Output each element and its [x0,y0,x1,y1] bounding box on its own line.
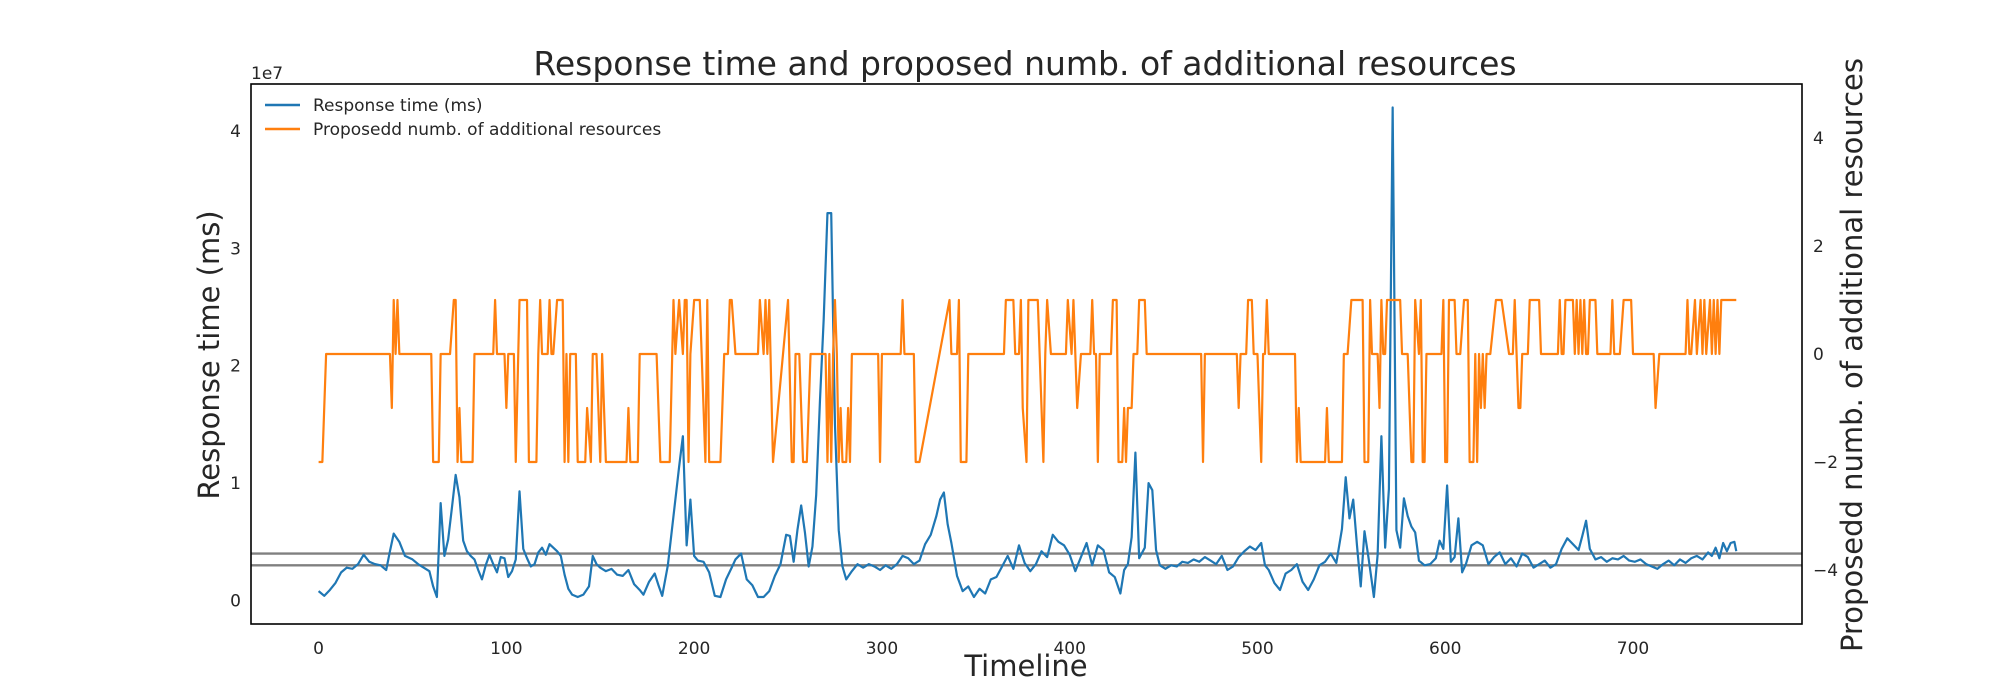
x-tick-label: 0 [313,639,324,659]
chart-title: Response time and proposed numb. of addi… [533,44,1516,83]
series-line-0 [317,106,1738,599]
axes-frame [250,83,1803,625]
x-tick-label: 500 [1241,639,1273,659]
y-axis-label-right: Proposedd numb. of additional resources [1835,58,1869,652]
y-left-tick-label: 4 [230,122,241,142]
legend: Response time (ms) Proposedd numb. of ad… [265,96,661,140]
y-right-tick-label: −4 [1813,561,1838,581]
x-axis-label: Timeline [963,649,1087,683]
x-tick-label: 300 [866,639,898,659]
y-left-tick-label: 2 [230,357,241,377]
y-axis-label-left: Response time (ms) [192,210,226,499]
y-right-tick-label: −2 [1813,453,1838,473]
plot-area [251,106,1802,599]
left-axis-offset-label: 1e7 [251,64,283,84]
x-tick-label: 700 [1617,639,1649,659]
y-left-tick-label: 3 [230,239,241,259]
x-tick-label: 400 [1053,639,1085,659]
tick-labels: 0 100 200 300 400 500 600 700 0 1 2 3 4 −4 −2 0 2 4 [230,122,1838,659]
y-right-tick-label: 0 [1813,345,1824,365]
y-left-tick-label: 1 [230,474,241,494]
y-right-tick-label: 2 [1813,237,1824,257]
x-tick-label: 200 [678,639,710,659]
series-line-1 [318,298,1737,464]
x-tick-label: 100 [490,639,522,659]
y-right-tick-label: 4 [1813,129,1824,149]
y-left-tick-label: 0 [230,592,241,612]
legend-label-response-time: Response time (ms) [313,96,483,116]
legend-label-proposed-resources: Proposedd numb. of additional resources [313,120,661,140]
x-tick-label: 600 [1429,639,1461,659]
